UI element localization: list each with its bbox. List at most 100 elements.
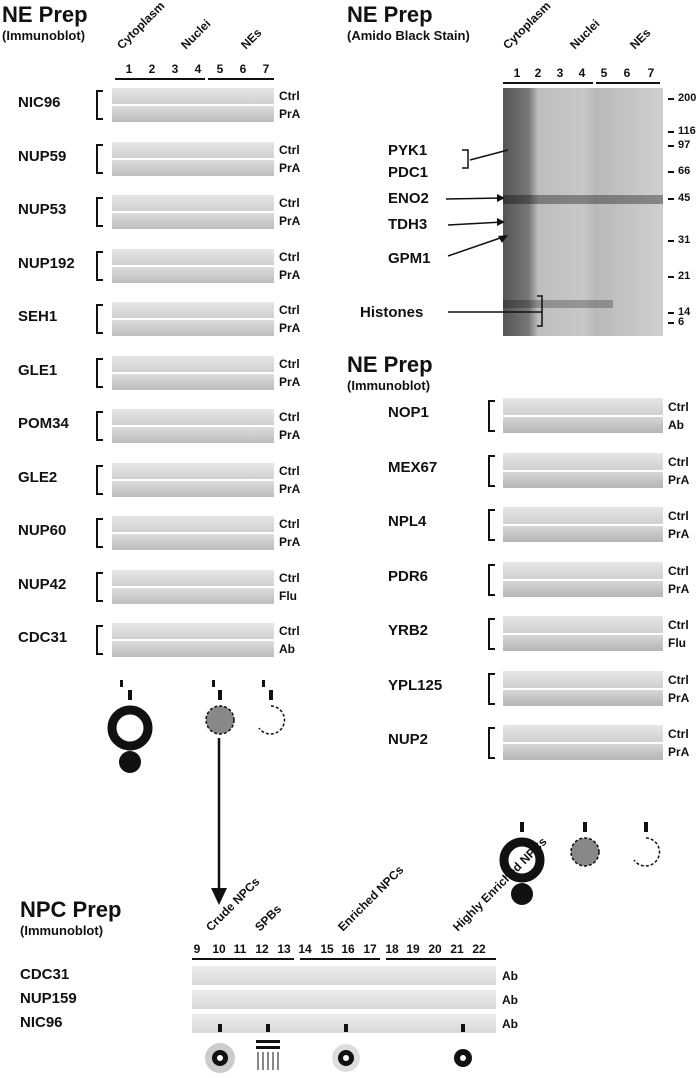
tag-label: Ab [279,642,295,656]
protein-label: NUP42 [18,575,67,593]
spb-icon [256,1024,280,1070]
mw-label: 66 [678,165,691,177]
mw-tick [668,312,674,314]
mw-tick [668,322,674,324]
lane-number: 10 [212,942,226,956]
lane-number: 2 [148,62,156,76]
blot-strip-tag [112,587,274,604]
mw-label: 31 [678,234,691,246]
ctrl-label: Ctrl [668,672,689,687]
fraction-label-nes: NEs [238,25,265,52]
nuclear-envelope-icon [258,690,286,735]
amido-black-gel [503,88,663,336]
band-label-tdh3: TDH3 [388,216,428,233]
enriched-npc-icon [332,1024,360,1072]
ctrl-label: Ctrl [279,142,300,157]
protein-label: NUP59 [18,147,67,165]
npc-fraction-enriched: Enriched NPCs [335,862,407,934]
lane-group-line [300,958,380,960]
protein-label: MEX67 [388,458,438,476]
row-bracket [488,563,495,596]
blot-strip-ctrl [112,355,274,372]
tag-label: PrA [279,267,301,282]
tag-label: PrA [279,374,301,389]
band-pointer-lines [445,149,543,327]
blot-strip-ctrl [112,623,274,639]
antibody-label: Ab [502,1017,518,1031]
lane-number: 13 [277,942,291,956]
lane-number: 3 [556,66,564,80]
lane-number: 12 [255,942,269,956]
mw-label: 200 [678,92,697,104]
blot-strip-ctrl [112,516,274,532]
protein-label: NOP1 [388,404,429,421]
ctrl-label: Ctrl [668,563,689,578]
protein-label: NUP2 [388,731,429,748]
lane-number: 7 [647,66,655,80]
blot-strip [192,990,496,1009]
lane-number: 6 [623,66,631,80]
ctrl-label: Ctrl [279,356,300,371]
mw-label: 14 [678,306,691,318]
protein-label: NIC96 [18,94,61,111]
row-bracket [96,518,103,548]
mw-tick [668,171,674,173]
left-panel-subtitle: (Immunoblot) [2,28,86,43]
stain-fraction-nuclei: Nuclei [567,16,603,52]
ctrl-label: Ctrl [668,454,689,469]
mw-tick [668,98,674,100]
blot-strip-ctrl [503,507,663,524]
blot-strip-ctrl [503,398,663,415]
mw-tick [668,240,674,242]
lane-number: 3 [171,62,179,76]
mw-label: 116 [678,125,696,137]
protein-label: POM34 [18,415,69,432]
row-bracket [96,304,103,334]
tag-label: PrA [279,214,301,228]
row-bracket [488,727,495,759]
ctrl-label: Ctrl [279,249,300,264]
blot-strip-ctrl [112,248,274,265]
fraction-label-cytoplasm: Cytoplasm [114,0,168,52]
tag-label: Ab [668,418,684,432]
blot-strip-tag [503,580,663,597]
band-label-pyk1: PYK1 [388,142,428,159]
blot-strip-tag [112,213,274,229]
row-bracket [488,509,495,541]
ctrl-label: Ctrl [668,509,689,523]
mw-label: 21 [678,270,691,282]
blot-strip-ctrl [503,670,663,688]
blot-strip-tag [503,417,663,433]
mw-tick [668,198,674,200]
tag-label: PrA [279,535,301,549]
blot-strip-ctrl [112,409,274,425]
lane-number: 14 [298,942,312,956]
row-bracket [96,197,103,227]
protein-label: SEH1 [18,308,58,325]
blot-strip-ctrl [112,88,274,104]
band-label-histones: Histones [360,304,424,321]
gel-band-histones [503,300,613,308]
arrow-to-npc-prep [211,738,227,905]
blot-strip-tag [112,373,274,390]
tag-label: PrA [668,745,690,759]
lane-number: 4 [578,66,586,80]
nuclear-envelope-icon [633,822,661,867]
tag-label: PrA [668,472,690,487]
blot-strip-tag [503,689,663,706]
fraction-label-nuclei: Nuclei [178,16,214,52]
blot-strip-ctrl [112,569,274,586]
row-bracket [96,625,103,655]
ctrl-label: Ctrl [279,410,300,424]
lane-number: 22 [472,942,486,956]
blot-strip-tag [112,159,274,176]
lane-number: 18 [385,942,399,956]
protein-label: NUP60 [18,522,67,539]
lane-number: 7 [262,62,270,76]
blot-strip-ctrl [503,452,663,470]
protein-label: CDC31 [20,966,70,983]
npc-panel-title: NPC Prep [20,897,122,922]
row-bracket [96,90,103,120]
tag-label: PrA [279,321,301,335]
lane-tick [262,680,265,687]
